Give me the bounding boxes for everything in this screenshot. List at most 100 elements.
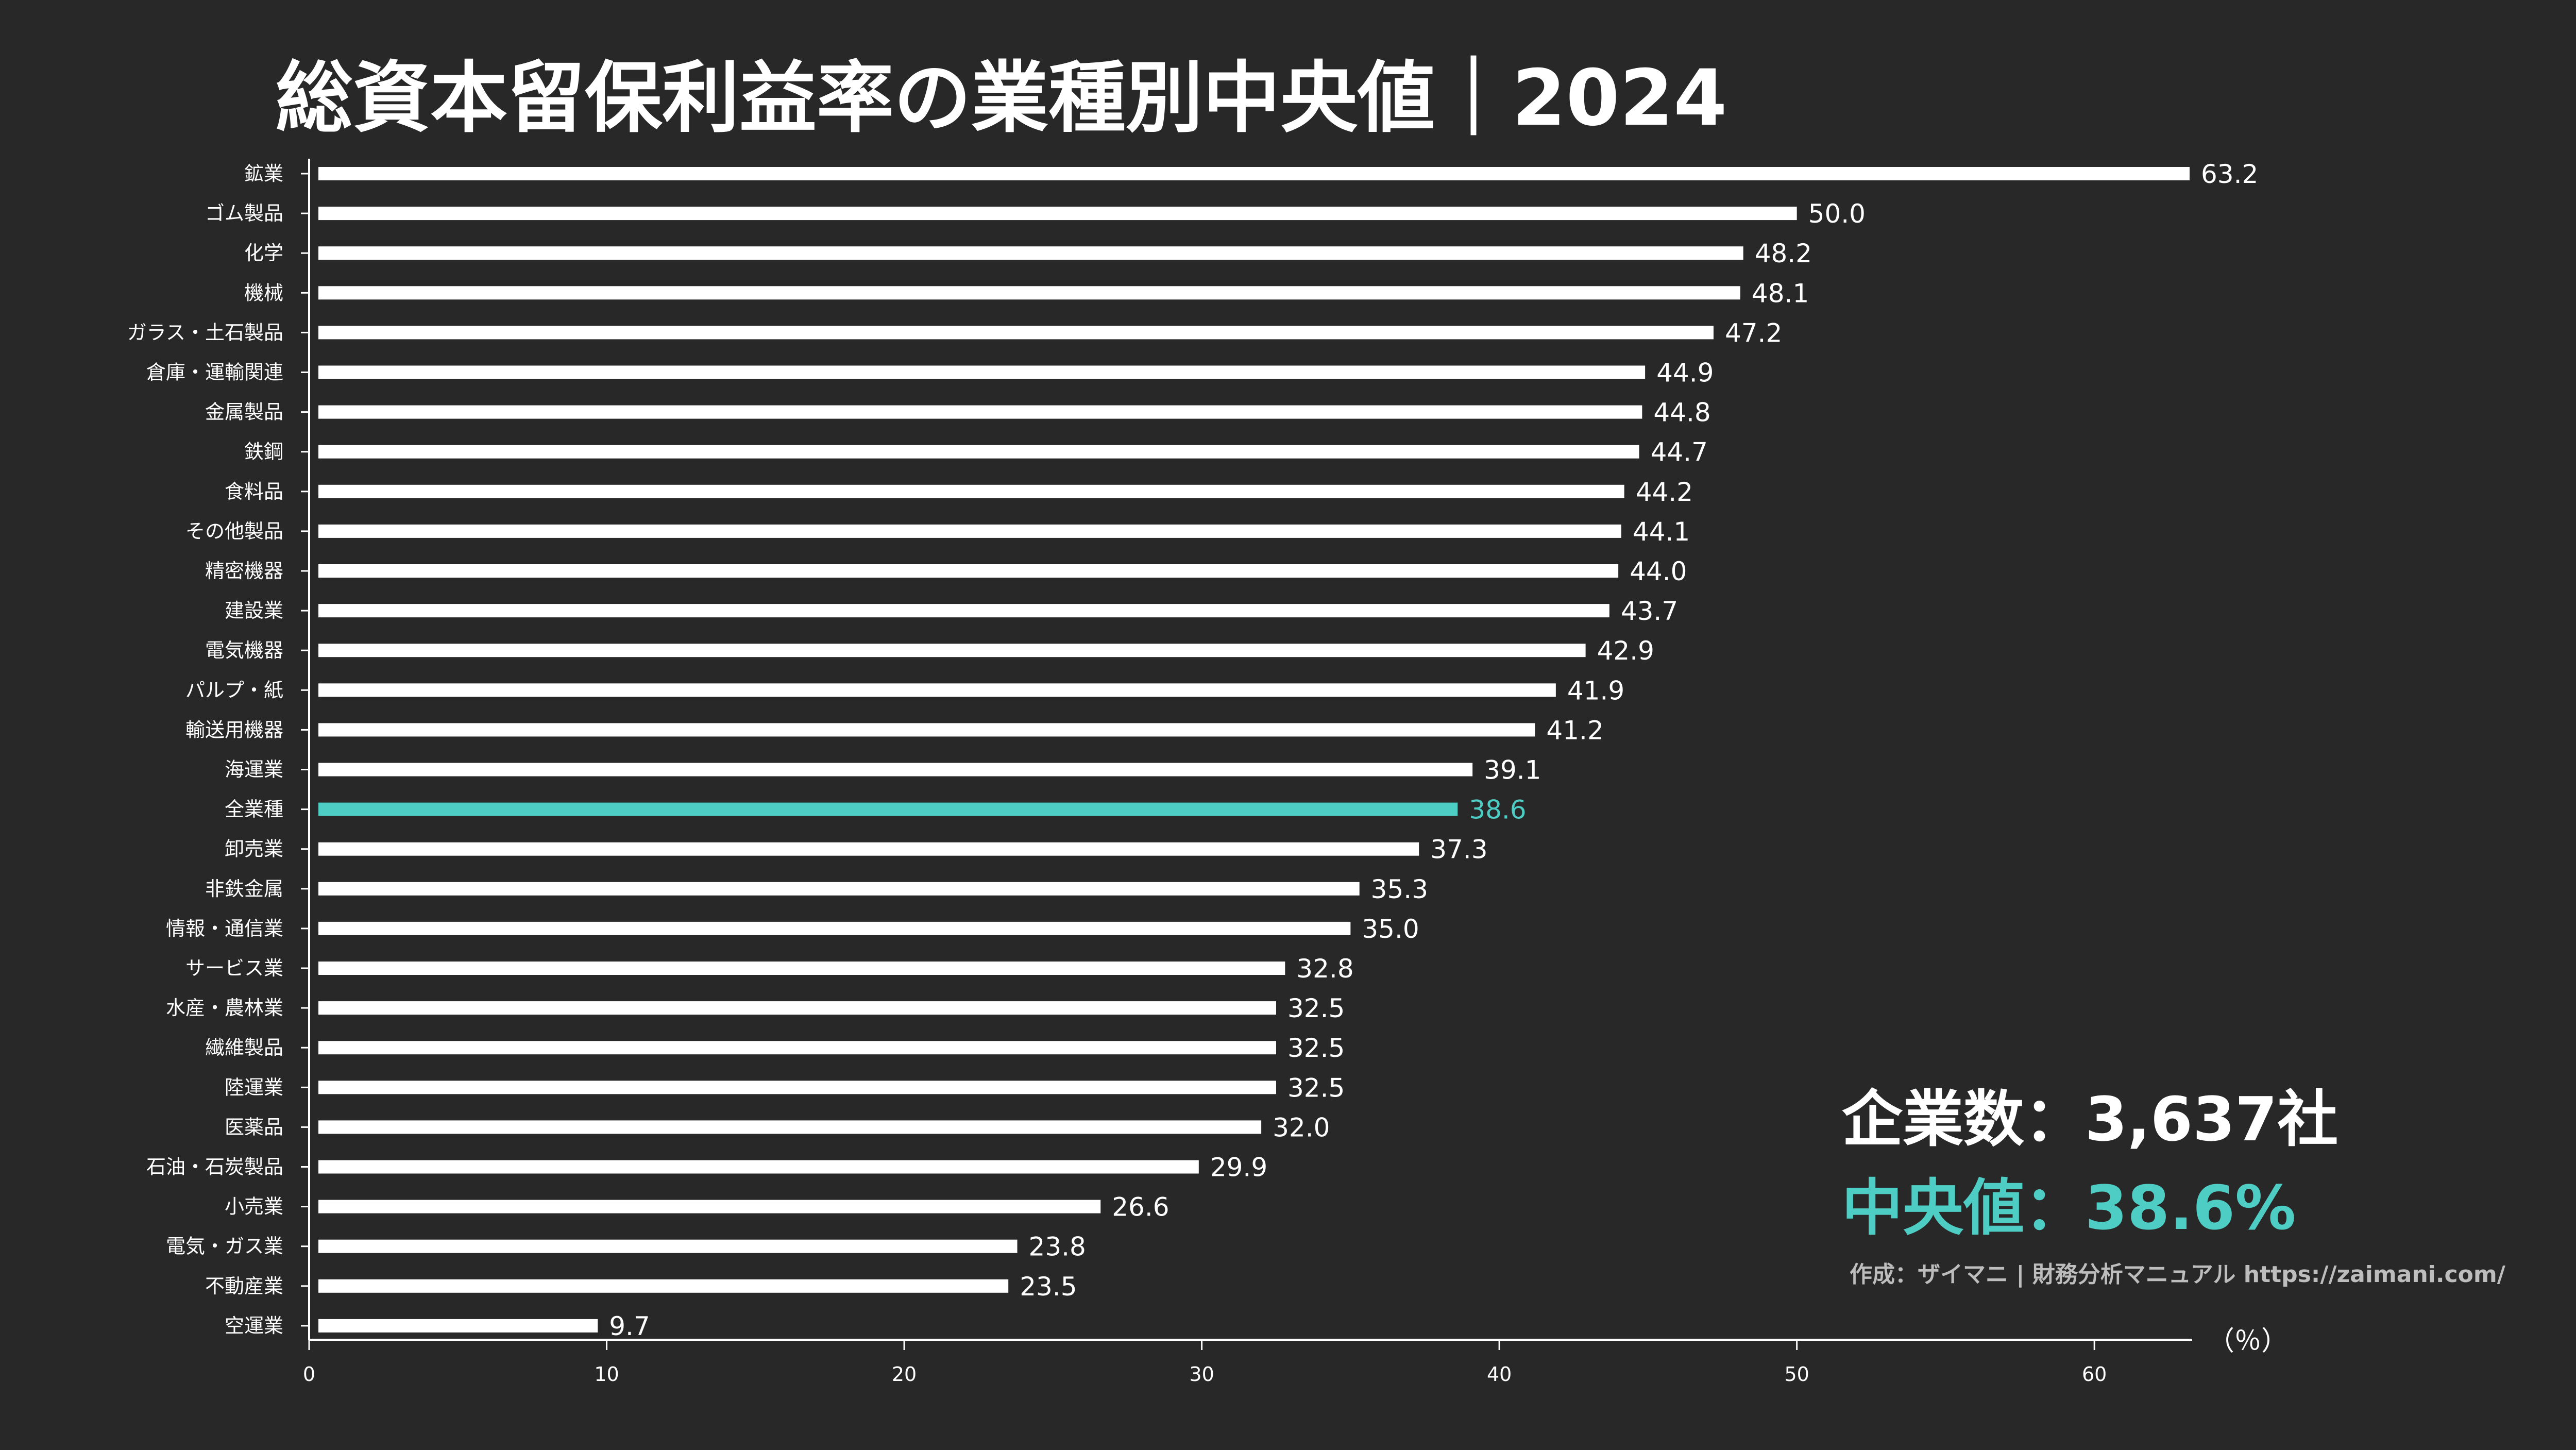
category-label: 電気・ガス業 [166,1235,283,1258]
category-label: 倉庫・運輸関連 [146,361,283,384]
bar [318,1041,1276,1055]
bar [318,207,1797,221]
x-tick-label: 10 [594,1363,619,1386]
credit-text: 作成：ザイマニ | 財務分析マニュアル https://zaimani.com/ [1850,1261,2506,1288]
category-label: パルプ・紙 [185,679,283,701]
value-label: 35.3 [1371,874,1428,904]
category-label: 鉱業 [244,162,283,185]
x-axis-label: （％） [2208,1326,2288,1357]
company-count: 企業数：3,637社 [1842,1084,2338,1155]
bar [318,644,1586,657]
value-label: 44.0 [1630,557,1687,586]
category-label: その他製品 [185,520,283,543]
value-label: 48.2 [1755,239,1812,268]
bar [318,882,1360,896]
bar [318,802,1458,816]
category-label: 卸売業 [225,838,283,861]
bar [318,484,1624,498]
bar [318,246,1743,260]
category-label: 電気機器 [205,639,283,662]
value-label: 23.5 [1020,1272,1077,1302]
value-label: 23.8 [1029,1232,1086,1262]
x-axis-ticks: 0 10 20 30 40 50 60 [303,1340,2107,1386]
category-label: 海運業 [225,758,283,781]
value-label: 42.9 [1597,636,1654,666]
bar [318,1200,1101,1213]
bar [318,921,1351,935]
value-label: 9.7 [609,1311,650,1341]
value-label: 37.3 [1430,835,1487,865]
bar [318,1239,1018,1253]
value-label: 63.2 [2201,159,2258,189]
category-label: 建設業 [225,599,283,622]
category-label: 不動産業 [205,1275,283,1297]
median-value: 中央値：38.6% [1842,1172,2296,1243]
x-tick-label: 20 [892,1363,917,1386]
bars [318,167,2190,1333]
value-label: 39.1 [1484,755,1541,785]
chart-axes [308,159,2192,1341]
bar [318,723,1535,737]
value-label: 29.9 [1210,1153,1267,1183]
y-axis-ticks [301,173,309,1327]
bar [318,365,1646,379]
bar [318,405,1642,419]
category-label: 陸運業 [225,1076,283,1099]
bar [318,962,1285,975]
value-label: 26.6 [1112,1192,1169,1222]
bar [318,326,1714,340]
bar [318,842,1419,856]
value-label: 32.0 [1273,1112,1330,1142]
category-label: 化学 [244,242,283,264]
category-label: 食料品 [225,480,283,503]
bar [318,1279,1009,1293]
category-label: 情報・通信業 [166,917,283,940]
value-label: 50.0 [1808,199,1866,229]
category-label: 機械 [244,281,283,304]
bar [318,1319,598,1333]
category-label: 輸送用機器 [185,718,283,741]
category-label: ゴム製品 [205,202,283,225]
value-label: 44.8 [1653,398,1710,428]
value-label: 32.5 [1287,993,1345,1023]
value-label: 32.5 [1287,1073,1345,1103]
category-labels: 鉱業ゴム製品化学機械ガラス・土石製品倉庫・運輸関連金属製品鉄鋼食料品その他製品精… [127,162,283,1337]
category-label: 金属製品 [205,401,283,424]
value-label: 43.7 [1621,596,1678,626]
bar [318,524,1621,538]
bar [318,763,1473,777]
category-label: 鉄鋼 [244,441,283,463]
bar [318,167,2190,180]
value-label: 44.9 [1656,358,1714,388]
category-label: ガラス・土石製品 [127,321,283,344]
category-label: サービス業 [185,957,283,980]
bar [318,1160,1199,1174]
value-label: 47.2 [1725,318,1782,348]
x-tick-label: 0 [303,1363,315,1386]
bar [318,286,1740,300]
value-label: 44.2 [1636,477,1693,507]
category-label: 繊維製品 [205,1036,283,1059]
x-tick-label: 40 [1487,1363,1512,1386]
x-tick-label: 60 [2082,1363,2107,1386]
value-label: 35.0 [1362,914,1419,944]
x-tick-label: 50 [1784,1363,1809,1386]
value-label: 32.8 [1296,954,1353,984]
category-label: 医薬品 [225,1116,283,1138]
category-label: 水産・農林業 [166,997,283,1019]
value-label: 48.1 [1752,278,1809,308]
value-label: 38.6 [1469,795,1526,825]
category-label: 石油・石炭製品 [146,1156,283,1178]
chart-title: 総資本留保利益率の業種別中央値｜2024 [276,54,1727,143]
value-label: 44.1 [1633,517,1690,547]
category-label: 非鉄金属 [205,878,283,900]
category-label: 小売業 [225,1195,283,1218]
value-label: 32.5 [1287,1033,1345,1063]
value-labels: 63.2 50.0 48.2 48.1 47.2 44.9 44.8 44.7 44.2 44.1… [609,159,2258,1341]
x-tick-label: 30 [1189,1363,1214,1386]
bar [318,604,1609,618]
category-label: 全業種 [225,798,283,821]
bar [318,1120,1262,1134]
value-label: 41.2 [1546,715,1603,745]
